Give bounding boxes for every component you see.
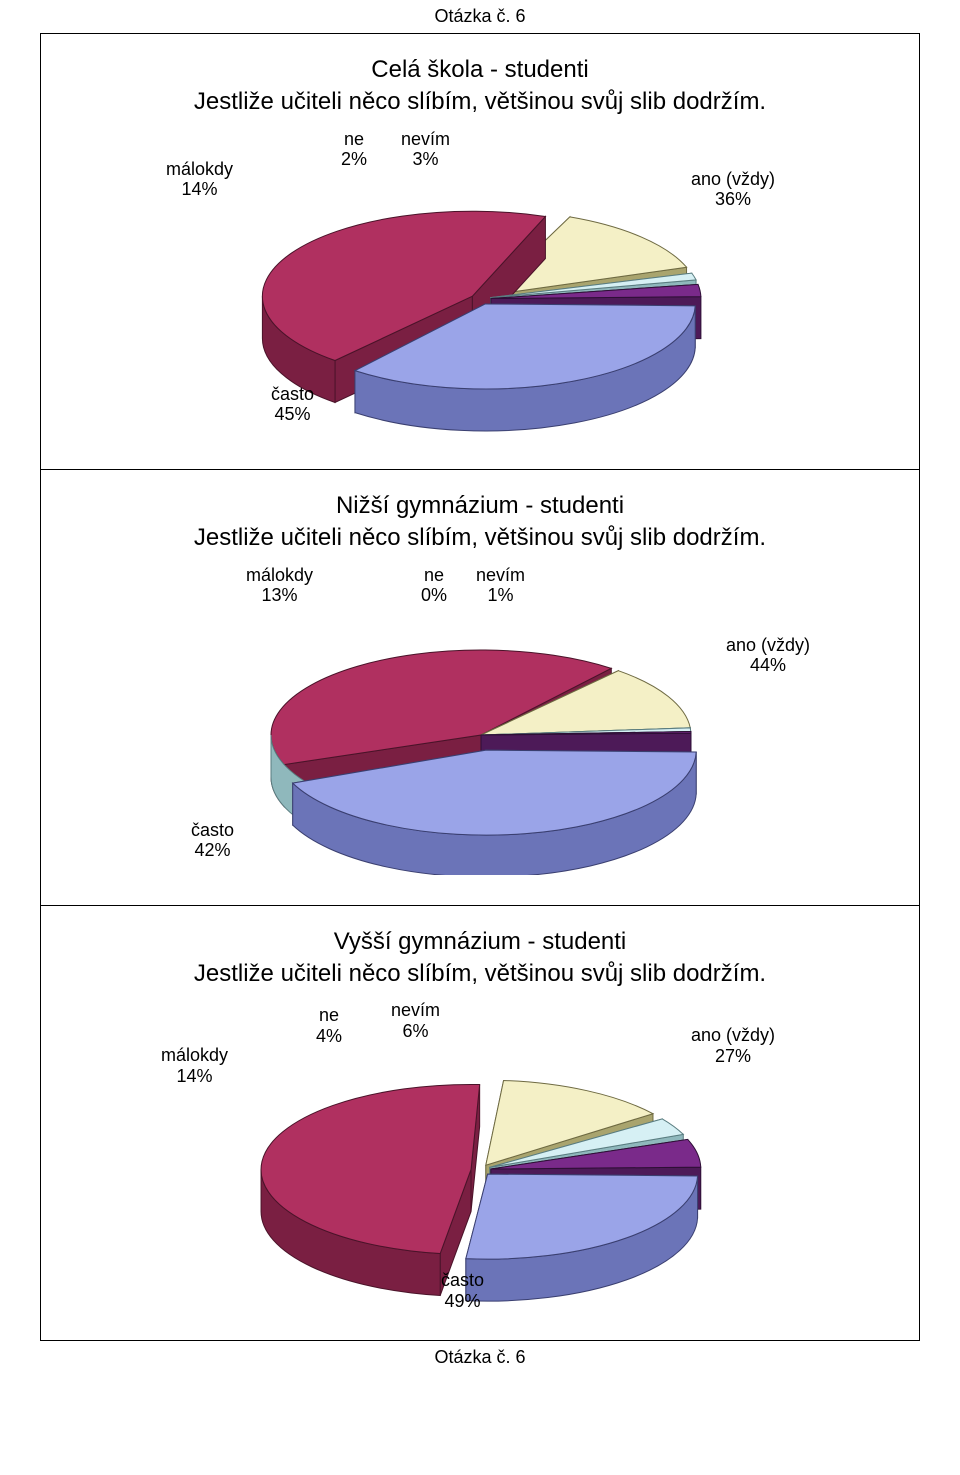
- slice-label-malokdy: málokdy14%: [161, 1045, 228, 1086]
- question-text: Jestliže učiteli něco slíbím, většinou s…: [194, 960, 766, 987]
- slice-label-name: málokdy: [161, 1045, 228, 1066]
- slice-label-pct: 14%: [166, 179, 233, 200]
- slice-label-pct: 3%: [401, 149, 450, 170]
- chart-holder: ano (vždy)44% často42% málokdy13% ne0% nevím…: [71, 565, 891, 875]
- slice-label-name: často: [271, 384, 314, 405]
- slice-label-ne: ne4%: [316, 1005, 342, 1046]
- slice-label-pct: 4%: [316, 1026, 342, 1047]
- slice-label-pct: 1%: [476, 585, 525, 606]
- slice-label-ano: ano (vždy)27%: [691, 1025, 775, 1066]
- slice-label-name: nevím: [401, 129, 450, 150]
- slice-label-ne: ne0%: [421, 565, 447, 606]
- pie-slice-casto: [261, 1085, 480, 1296]
- slice-label-nevim: nevím3%: [401, 129, 450, 170]
- group-label: Celá škola - studenti: [371, 56, 588, 83]
- slice-label-name: ano (vždy): [691, 169, 775, 190]
- slice-label-pct: 27%: [691, 1046, 775, 1067]
- panels-container: Celá škola - studenti Jestliže učiteli n…: [40, 33, 920, 1341]
- slice-label-pct: 36%: [691, 189, 775, 210]
- slice-label-casto: často45%: [271, 384, 314, 425]
- chart-holder: ano (vždy)36% často45% málokdy14% ne2% nevím…: [71, 129, 891, 439]
- slice-label-pct: 45%: [271, 404, 314, 425]
- slice-label-casto: často49%: [441, 1270, 484, 1311]
- panel-vyssi-gymnazium: Vyšší gymnázium - studenti Jestliže učit…: [41, 906, 919, 1342]
- question-text: Jestliže učiteli něco slíbím, většinou s…: [194, 88, 766, 115]
- slice-label-ne: ne2%: [341, 129, 367, 170]
- slice-label-pct: 42%: [191, 840, 234, 861]
- chart-holder: ano (vždy)27% často49% málokdy14% ne4% nevím…: [71, 1000, 891, 1310]
- page-footer-title: Otázka č. 6: [0, 1341, 960, 1374]
- chart-title: Nižší gymnázium - studenti Jestliže učit…: [71, 490, 889, 555]
- slice-label-malokdy: málokdy14%: [166, 159, 233, 200]
- slice-label-pct: 2%: [341, 149, 367, 170]
- slice-label-name: ne: [316, 1005, 342, 1026]
- slice-label-name: ne: [421, 565, 447, 586]
- slice-label-name: málokdy: [166, 159, 233, 180]
- slice-label-name: často: [441, 1270, 484, 1291]
- slice-label-pct: 6%: [391, 1021, 440, 1042]
- slice-label-name: ano (vždy): [726, 635, 810, 656]
- panel-cela-skola: Celá škola - studenti Jestliže učiteli n…: [41, 34, 919, 470]
- group-label: Vyšší gymnázium - studenti: [334, 928, 627, 955]
- slice-label-name: nevím: [476, 565, 525, 586]
- slice-label-name: nevím: [391, 1000, 440, 1021]
- slice-label-name: ne: [341, 129, 367, 150]
- chart-title: Vyšší gymnázium - studenti Jestliže učit…: [71, 926, 889, 991]
- slice-label-malokdy: málokdy13%: [246, 565, 313, 606]
- group-label: Nižší gymnázium - studenti: [336, 492, 624, 519]
- slice-label-ano: ano (vždy)44%: [726, 635, 810, 676]
- slice-label-name: často: [191, 820, 234, 841]
- slice-label-ano: ano (vždy)36%: [691, 169, 775, 210]
- slice-label-casto: často42%: [191, 820, 234, 861]
- slice-label-pct: 13%: [246, 585, 313, 606]
- slice-label-nevim: nevím6%: [391, 1000, 440, 1041]
- slice-label-pct: 44%: [726, 655, 810, 676]
- slice-label-pct: 0%: [421, 585, 447, 606]
- pie-slice-ano: [466, 1174, 698, 1301]
- slice-label-pct: 14%: [161, 1066, 228, 1087]
- slice-label-name: ano (vždy): [691, 1025, 775, 1046]
- slice-label-nevim: nevím1%: [476, 565, 525, 606]
- page-header-title: Otázka č. 6: [0, 0, 960, 33]
- panel-nizsi-gymnazium: Nižší gymnázium - studenti Jestliže učit…: [41, 470, 919, 906]
- slice-label-pct: 49%: [441, 1291, 484, 1312]
- chart-title: Celá škola - studenti Jestliže učiteli n…: [71, 54, 889, 119]
- slice-label-name: málokdy: [246, 565, 313, 586]
- question-text: Jestliže učiteli něco slíbím, většinou s…: [194, 524, 766, 551]
